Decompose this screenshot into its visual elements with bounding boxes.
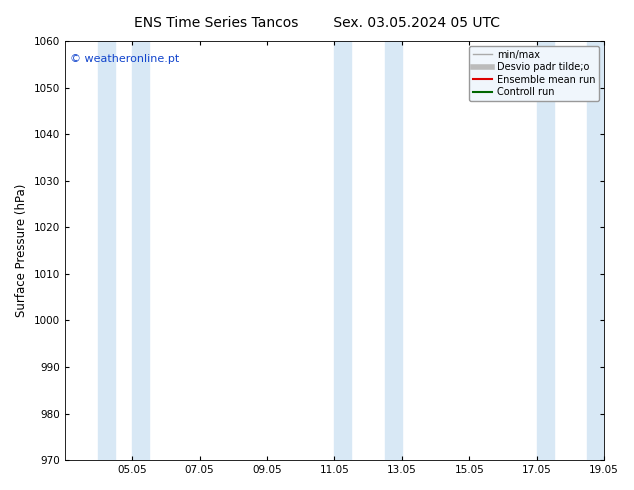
Y-axis label: Surface Pressure (hPa): Surface Pressure (hPa) — [15, 184, 28, 318]
Bar — [537, 41, 553, 460]
Legend: min/max, Desvio padr tilde;o, Ensemble mean run, Controll run: min/max, Desvio padr tilde;o, Ensemble m… — [469, 46, 599, 101]
Bar — [587, 41, 604, 460]
Bar — [334, 41, 351, 460]
Text: © weatheronline.pt: © weatheronline.pt — [70, 53, 179, 64]
Bar — [98, 41, 115, 460]
Bar — [132, 41, 149, 460]
Bar — [385, 41, 402, 460]
Text: ENS Time Series Tancos        Sex. 03.05.2024 05 UTC: ENS Time Series Tancos Sex. 03.05.2024 0… — [134, 16, 500, 30]
